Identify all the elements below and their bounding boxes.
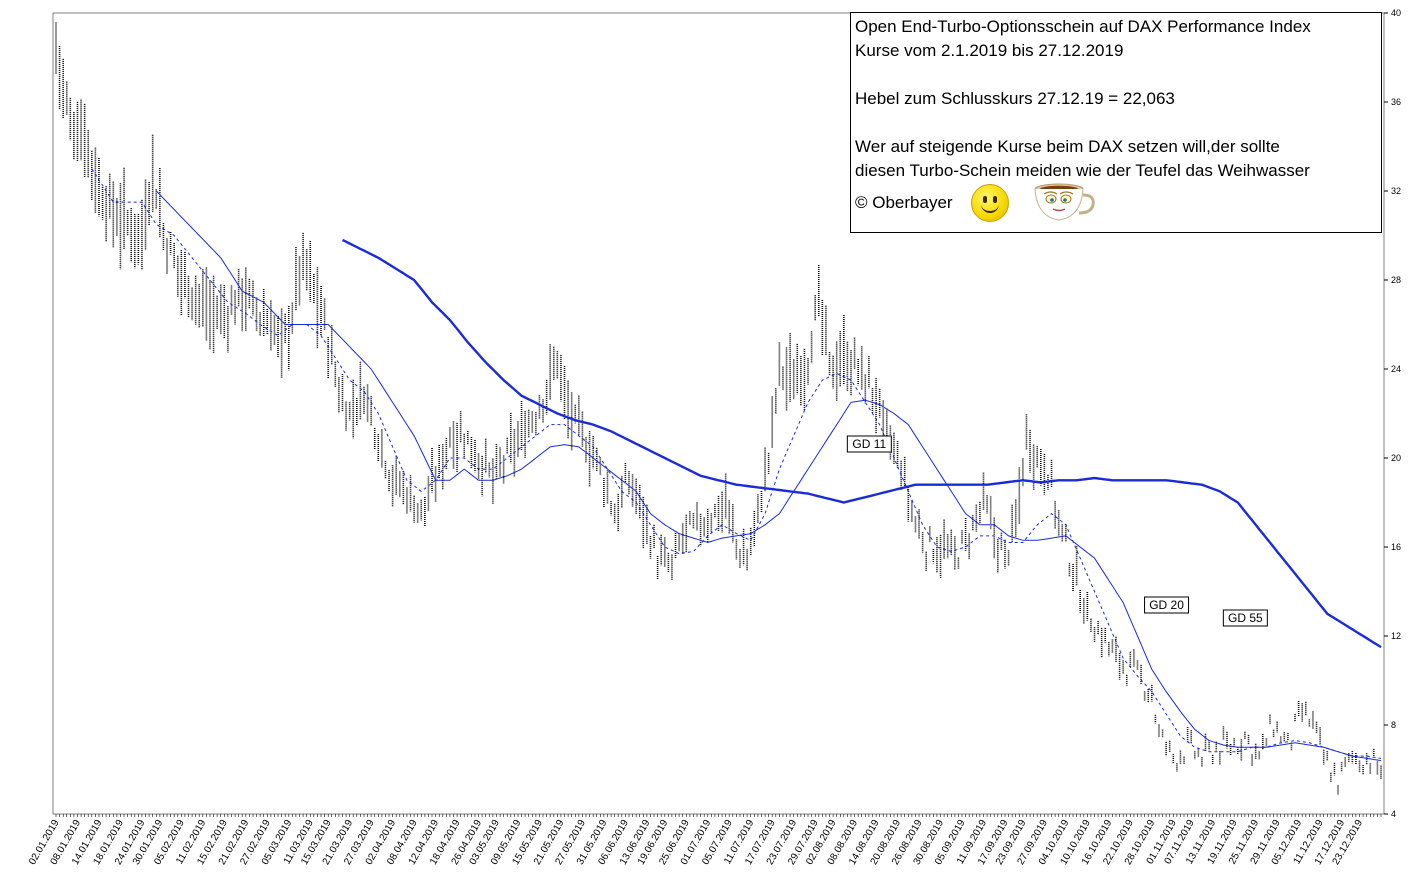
x-axis: 02.01.201908.01.201914.01.201918.01.2019… bbox=[27, 814, 1382, 867]
svg-text:GD 55: GD 55 bbox=[1228, 611, 1263, 625]
y-axis: 4 8 12 16 20 24 28 32 36 40 bbox=[1384, 8, 1401, 819]
copyright-row: © Oberbayer bbox=[855, 183, 1377, 223]
y-tick-label: 12 bbox=[1391, 631, 1401, 641]
y-tick-label: 32 bbox=[1391, 186, 1401, 196]
copyright-text: © Oberbayer bbox=[855, 193, 953, 212]
y-tick-label: 20 bbox=[1391, 453, 1401, 463]
y-tick-label: 28 bbox=[1391, 275, 1401, 285]
y-tick-label: 24 bbox=[1391, 364, 1401, 374]
info-date-range: Kurse vom 2.1.2019 bis 27.12.2019 bbox=[855, 41, 1124, 60]
info-comment-2: diesen Turbo-Schein meiden wie der Teufe… bbox=[855, 161, 1310, 180]
y-tick-label: 4 bbox=[1391, 809, 1396, 819]
y-tick-label: 40 bbox=[1391, 8, 1401, 18]
info-box: Open End-Turbo-Optionsschein auf DAX Per… bbox=[850, 12, 1382, 233]
label-gd-11: GD 11 bbox=[846, 435, 892, 453]
x-minor-ticks bbox=[55, 814, 1382, 817]
y-tick-label: 16 bbox=[1391, 542, 1401, 552]
smiley-icon bbox=[970, 184, 1009, 222]
label-gd-55: GD 55 bbox=[1222, 609, 1268, 627]
info-leverage: Hebel zum Schlusskurs 27.12.19 = 22,063 bbox=[855, 89, 1175, 108]
moving-average-lines bbox=[91, 168, 1382, 762]
coffee-cup-icon bbox=[1034, 183, 1095, 221]
svg-text:GD 11: GD 11 bbox=[852, 437, 886, 451]
info-title: Open End-Turbo-Optionsschein auf DAX Per… bbox=[855, 17, 1311, 36]
moving-average-labels: GD 11 GD 20 GD 55 bbox=[846, 435, 1268, 627]
moving-average-gd-55 bbox=[341, 238, 1382, 649]
label-gd-20: GD 20 bbox=[1144, 596, 1190, 614]
info-comment-1: Wer auf steigende Kurse beim DAX setzen … bbox=[855, 137, 1280, 156]
y-tick-label: 8 bbox=[1391, 720, 1396, 730]
svg-text:GD 20: GD 20 bbox=[1149, 598, 1184, 612]
y-tick-label: 36 bbox=[1391, 97, 1401, 107]
moving-average-gd-20 bbox=[155, 190, 1382, 762]
